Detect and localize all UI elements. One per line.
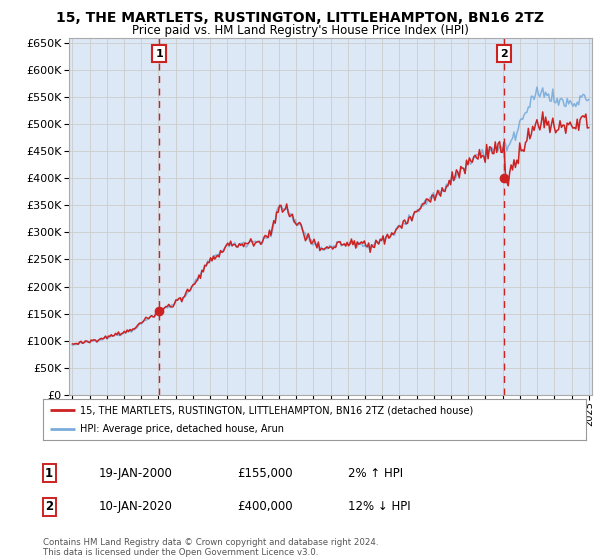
Text: 19-JAN-2000: 19-JAN-2000 xyxy=(99,466,173,480)
Text: Contains HM Land Registry data © Crown copyright and database right 2024.
This d: Contains HM Land Registry data © Crown c… xyxy=(43,538,379,557)
Text: Price paid vs. HM Land Registry's House Price Index (HPI): Price paid vs. HM Land Registry's House … xyxy=(131,24,469,36)
Text: £400,000: £400,000 xyxy=(237,500,293,514)
Text: 2% ↑ HPI: 2% ↑ HPI xyxy=(348,466,403,480)
Text: £155,000: £155,000 xyxy=(237,466,293,480)
Text: HPI: Average price, detached house, Arun: HPI: Average price, detached house, Arun xyxy=(80,424,284,433)
Text: 10-JAN-2020: 10-JAN-2020 xyxy=(99,500,173,514)
Text: 1: 1 xyxy=(155,49,163,59)
Text: 2: 2 xyxy=(500,49,508,59)
Text: 12% ↓ HPI: 12% ↓ HPI xyxy=(348,500,410,514)
Text: 2: 2 xyxy=(45,500,53,514)
Text: 1: 1 xyxy=(45,466,53,480)
Text: 15, THE MARTLETS, RUSTINGTON, LITTLEHAMPTON, BN16 2TZ (detached house): 15, THE MARTLETS, RUSTINGTON, LITTLEHAMP… xyxy=(80,405,473,415)
Text: 15, THE MARTLETS, RUSTINGTON, LITTLEHAMPTON, BN16 2TZ: 15, THE MARTLETS, RUSTINGTON, LITTLEHAMP… xyxy=(56,11,544,25)
